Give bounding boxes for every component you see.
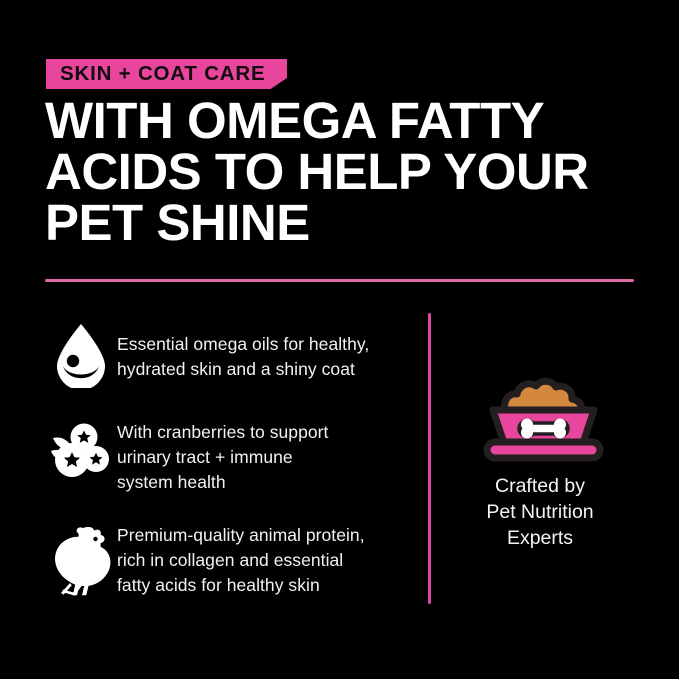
bullet-1-line-1: Essential omega oils for healthy, bbox=[117, 334, 370, 354]
badge-container: SKIN + COAT CARE bbox=[46, 59, 288, 89]
bowl-icon-container bbox=[440, 360, 640, 462]
list-item-text: Premium-quality animal protein, rich in … bbox=[117, 521, 405, 598]
list-item: With cranberries to support urinary trac… bbox=[45, 418, 405, 495]
benefits-list: Essential omega oils for healthy, hydrat… bbox=[45, 320, 405, 628]
bullet-3-line-1: Premium-quality animal protein, bbox=[117, 525, 365, 545]
list-item: Essential omega oils for healthy, hydrat… bbox=[45, 320, 405, 388]
list-item: Premium-quality animal protein, rich in … bbox=[45, 521, 405, 598]
horizontal-divider bbox=[45, 279, 634, 282]
chicken-icon bbox=[45, 521, 117, 597]
bullet-2-line-3: system health bbox=[117, 472, 226, 492]
caption-line-3: Experts bbox=[506, 527, 574, 549]
bullet-2-line-2: urinary tract + immune bbox=[117, 447, 293, 467]
bullet-2-line-1: With cranberries to support bbox=[117, 422, 329, 442]
caption-line-1: Crafted by bbox=[495, 475, 585, 497]
bullet-3-line-2: rich in collagen and essential bbox=[117, 550, 344, 570]
caption-line-2: Pet Nutrition bbox=[486, 501, 594, 523]
bullet-3-line-3: fatty acids for healthy skin bbox=[117, 575, 320, 595]
crafted-by-panel: Crafted by Pet Nutrition Experts bbox=[440, 360, 640, 551]
water-droplet-smile-icon bbox=[45, 320, 117, 388]
headline-line-3: PET SHINE bbox=[45, 194, 310, 251]
pet-food-bowl-icon bbox=[483, 377, 604, 462]
list-item-text: With cranberries to support urinary trac… bbox=[117, 418, 405, 495]
headline-line-1: WITH OMEGA FATTY bbox=[45, 92, 545, 149]
headline-line-2: ACIDS TO HELP YOUR bbox=[45, 143, 589, 200]
list-item-text: Essential omega oils for healthy, hydrat… bbox=[117, 320, 405, 382]
vertical-divider bbox=[428, 313, 431, 604]
crafted-by-caption: Crafted by Pet Nutrition Experts bbox=[440, 473, 640, 551]
page-title: WITH OMEGA FATTY ACIDS TO HELP YOUR PET … bbox=[45, 95, 655, 248]
cranberries-icon bbox=[45, 418, 117, 484]
skin-coat-care-badge: SKIN + COAT CARE bbox=[46, 59, 288, 89]
bullet-1-line-2: hydrated skin and a shiny coat bbox=[117, 359, 355, 379]
